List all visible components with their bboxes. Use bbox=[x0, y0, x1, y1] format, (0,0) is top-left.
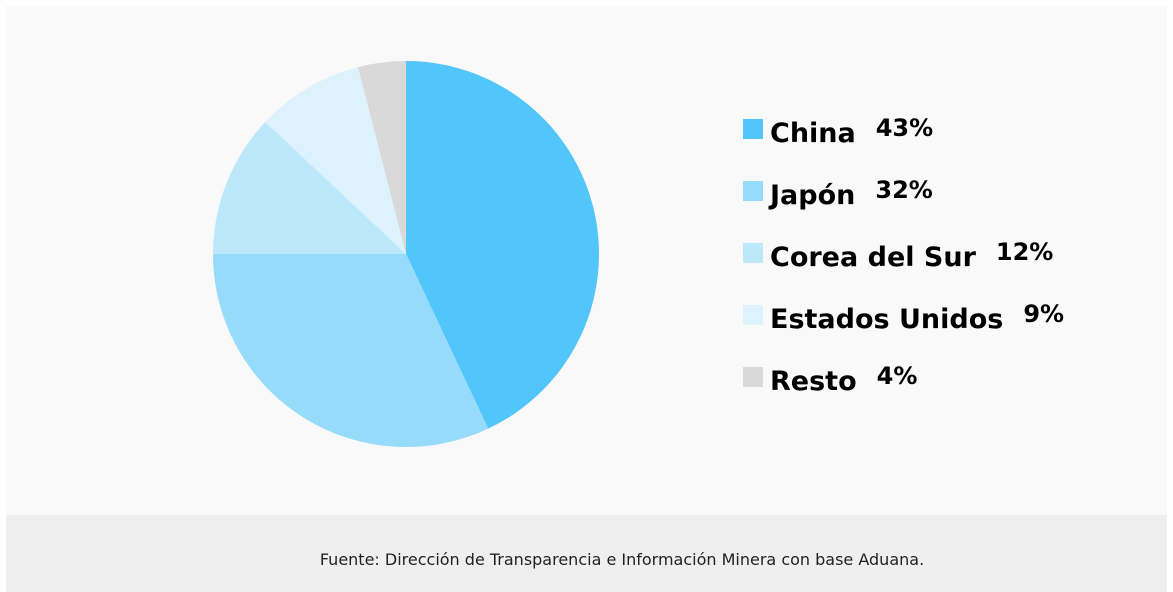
pie-slice bbox=[265, 67, 406, 255]
pie-slice bbox=[358, 61, 406, 254]
value-label: 32% bbox=[875, 176, 932, 204]
value-label: 12% bbox=[996, 238, 1053, 266]
legend-swatch bbox=[743, 367, 763, 387]
legend-swatch bbox=[743, 119, 763, 139]
legend-swatch bbox=[743, 305, 763, 325]
legend-swatch bbox=[743, 181, 763, 201]
pie-slice bbox=[213, 254, 489, 447]
footer-background bbox=[6, 515, 1167, 592]
value-label: 4% bbox=[877, 362, 918, 390]
value-label: 9% bbox=[1023, 300, 1064, 328]
source-note: Fuente: Dirección de Transparencia e Inf… bbox=[320, 550, 924, 569]
legend-label: Corea del Sur bbox=[770, 242, 977, 273]
legend-label: Estados Unidos bbox=[770, 304, 1003, 335]
pie-slice bbox=[406, 61, 599, 429]
legend-label: Resto bbox=[770, 366, 857, 397]
pie-slice bbox=[213, 121, 406, 254]
legend-swatch bbox=[743, 243, 763, 263]
legend-label: China bbox=[770, 118, 856, 149]
legend-label: Japón bbox=[768, 180, 855, 211]
value-label: 43% bbox=[876, 114, 933, 142]
